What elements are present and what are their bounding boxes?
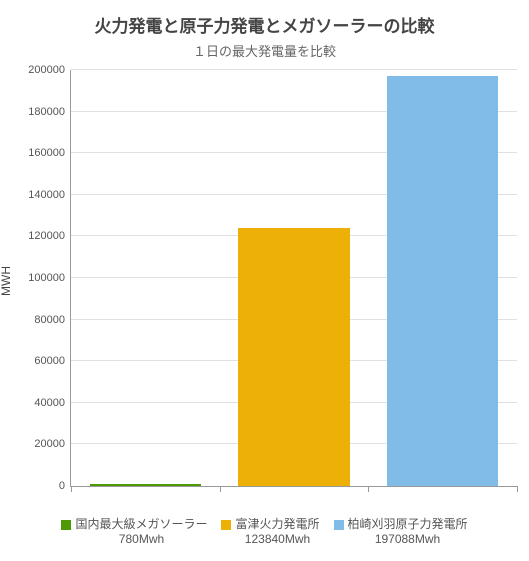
- ytick-label: 160000: [28, 147, 71, 159]
- ytick-label: 0: [59, 480, 71, 492]
- ytick-label: 180000: [28, 106, 71, 118]
- legend-label: 国内最大級メガソーラー780Mwh: [75, 517, 207, 547]
- legend-swatch: [334, 520, 344, 530]
- xtick: [368, 486, 369, 492]
- chart-title: 火力発電と原子力発電とメガソーラーの比較: [0, 0, 529, 37]
- legend-item: 国内最大級メガソーラー780Mwh: [61, 517, 207, 547]
- legend-swatch: [61, 520, 71, 530]
- chart-container: 火力発電と原子力発電とメガソーラーの比較 １日の最大発電量を比較 MWH 020…: [0, 0, 529, 561]
- legend: 国内最大級メガソーラー780Mwh 富津火力発電所123840Mwh 柏崎刈羽原子力…: [0, 517, 529, 547]
- chart-subtitle: １日の最大発電量を比較: [0, 37, 529, 60]
- ytick-label: 100000: [28, 272, 71, 284]
- bar: [238, 228, 350, 486]
- xtick: [220, 486, 221, 492]
- y-axis-label: MWH: [0, 266, 13, 296]
- bar: [387, 76, 499, 486]
- legend-item: 富津火力発電所123840Mwh: [221, 517, 319, 547]
- legend-swatch: [221, 520, 231, 530]
- ytick-label: 40000: [34, 397, 71, 409]
- bar: [90, 484, 202, 486]
- ytick-label: 200000: [28, 64, 71, 76]
- ytick-label: 80000: [34, 314, 71, 326]
- legend-label: 柏崎刈羽原子力発電所197088Mwh: [348, 517, 468, 547]
- plot-area: 0200004000060000800001000001200001400001…: [70, 70, 517, 487]
- ytick-label: 120000: [28, 230, 71, 242]
- xtick: [517, 486, 518, 492]
- legend-item: 柏崎刈羽原子力発電所197088Mwh: [334, 517, 468, 547]
- xtick: [71, 486, 72, 492]
- legend-label: 富津火力発電所123840Mwh: [235, 517, 319, 547]
- ytick-label: 60000: [34, 355, 71, 367]
- gridline: [71, 69, 517, 70]
- ytick-label: 20000: [34, 438, 71, 450]
- ytick-label: 140000: [28, 189, 71, 201]
